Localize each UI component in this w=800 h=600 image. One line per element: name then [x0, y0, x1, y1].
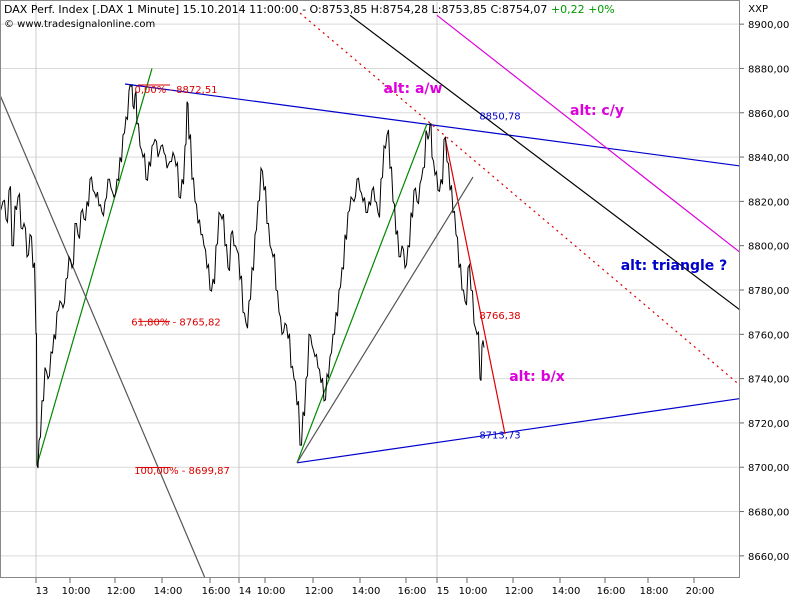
grey-fall-line [0, 94, 206, 579]
y-tick-label: 8780,00 [748, 286, 789, 297]
y-tick-label: 8860,00 [748, 109, 789, 120]
x-tick-label: 10:00 [257, 586, 286, 597]
x-tick-label: 14:00 [154, 586, 183, 597]
x-tick-label: 18:00 [640, 586, 669, 597]
y-tick-label: 8660,00 [748, 552, 789, 563]
x-tick-label: 12:00 [305, 586, 334, 597]
y-tick-label: 8680,00 [748, 508, 789, 519]
lower-triangle-line [296, 397, 741, 464]
y-tick-label: 8720,00 [748, 419, 789, 430]
price-change: +0,22 +0% [550, 3, 615, 16]
x-tick-label: 12:00 [505, 586, 534, 597]
y-tick-label: 8880,00 [748, 64, 789, 75]
y-tick-label: 8820,00 [748, 197, 789, 208]
price-series-line [0, 84, 485, 469]
price-label: 0,00% - 8872,51 [134, 85, 217, 96]
chart-header: DAX Perf. Index [.DAX 1 Minute] 15.10.20… [4, 3, 615, 16]
wave-label: alt: b/x [509, 369, 565, 385]
wave-label: alt: triangle ? [621, 258, 728, 274]
price-label: 100,00% - 8699,87 [134, 466, 230, 477]
y-tick-label: 8800,00 [748, 242, 789, 253]
y-tick-label: 8700,00 [748, 463, 789, 474]
chart-title: DAX Perf. Index [.DAX 1 Minute] 15.10.20… [4, 3, 502, 16]
y-tick-label: 8760,00 [748, 330, 789, 341]
x-tick-label: 16:00 [398, 586, 427, 597]
red-dotted-line [299, 12, 741, 386]
source-label: © www.tradesignalonline.com [4, 19, 156, 30]
x-tick-label: 10:00 [62, 586, 91, 597]
x-tick-label: 20:00 [686, 586, 715, 597]
x-tick-label: 13 [36, 586, 49, 597]
price-label: 61,80% - 8765,82 [131, 317, 220, 328]
wave-label: alt: a/w [384, 81, 443, 97]
x-tick-label: 16:00 [597, 586, 626, 597]
wave-label: alt: c/y [570, 103, 624, 119]
red-drop-line [444, 137, 506, 435]
green-rise-line-1 [36, 68, 153, 466]
x-tick-label: 14:00 [552, 586, 581, 597]
magenta-channel-line [436, 14, 741, 253]
y-tick-label: 8740,00 [748, 375, 789, 386]
x-tick-label: 10:00 [459, 586, 488, 597]
last-price: 8754,07 [501, 3, 548, 16]
price-label: 8850,78 [479, 111, 520, 122]
upper-triangle-line [124, 83, 741, 167]
grey-rise-line [296, 176, 474, 464]
black-channel-line [349, 14, 741, 311]
x-tick-label: 12:00 [107, 586, 136, 597]
x-tick-label: 14 [239, 586, 252, 597]
y-tick-label: 8840,00 [748, 153, 789, 164]
ticker-label: XXP [748, 4, 768, 15]
green-rise-line-2 [296, 123, 428, 464]
y-tick-label: 8900,00 [748, 20, 789, 31]
x-tick-label: 15 [437, 586, 450, 597]
price-label: 8766,38 [479, 311, 520, 322]
x-tick-label: 14:00 [352, 586, 381, 597]
price-label: 8713,73 [479, 430, 520, 441]
x-tick-label: 16:00 [202, 586, 231, 597]
